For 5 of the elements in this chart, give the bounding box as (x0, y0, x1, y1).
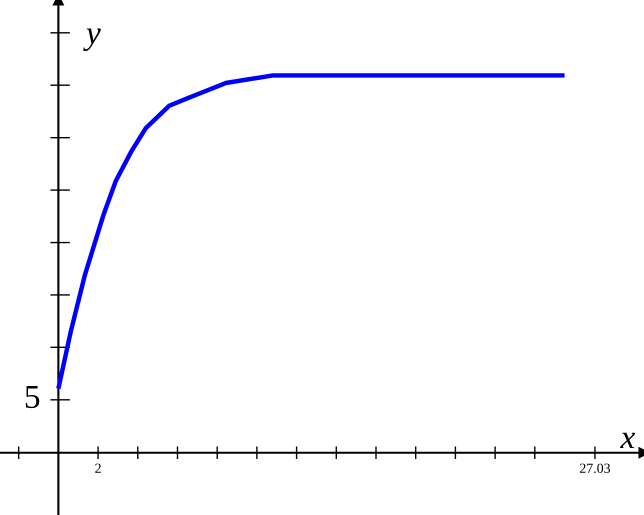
x-tick-label: 27.03 (580, 464, 610, 473)
x-tick-label: 2 (95, 464, 101, 473)
x-axis-title: x (620, 432, 636, 448)
y-axis-title: y (83, 28, 101, 51)
annotation: 5 (26, 386, 40, 408)
